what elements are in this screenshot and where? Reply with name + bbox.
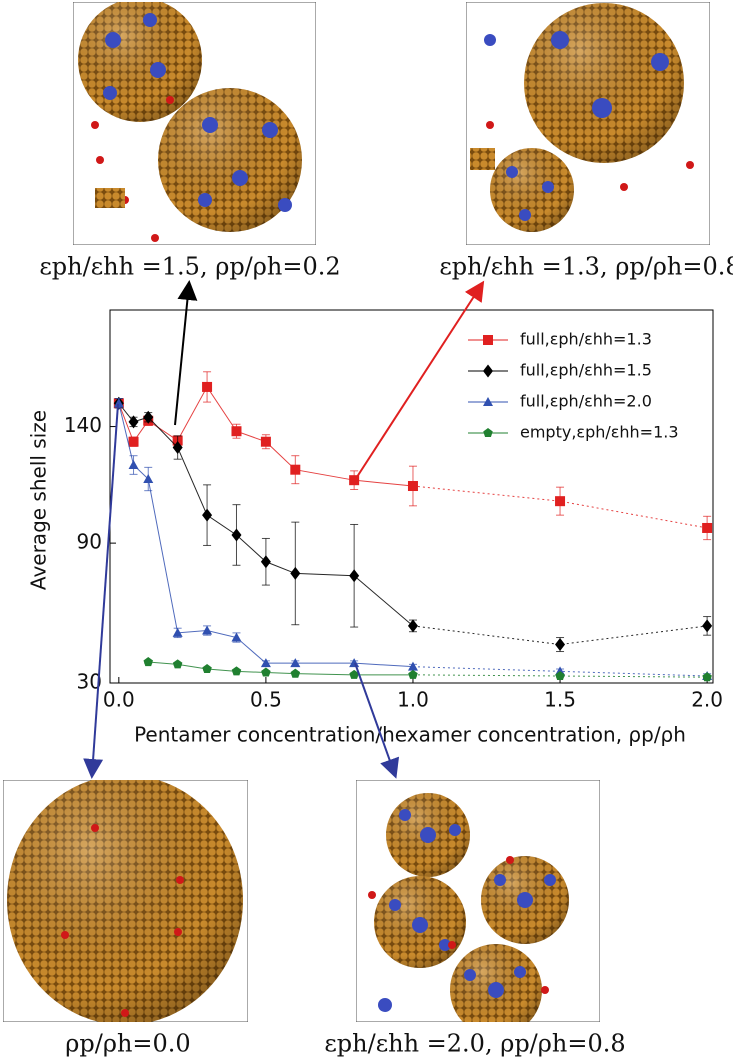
plot-frame [109, 309, 714, 684]
legend-marker [483, 428, 493, 438]
data-point [290, 658, 301, 668]
data-point [202, 508, 213, 522]
data-point [202, 664, 212, 674]
x-tick-label: 1.0 [397, 688, 429, 712]
panel-caption: εph/εhh =2.0, ρp/ρh=0.8 [324, 1030, 625, 1058]
panel-caption: εph/εhh =1.5, ρp/ρh=0.2 [39, 253, 340, 281]
data-point [702, 672, 712, 682]
snapshot [466, 2, 710, 245]
y-tick-label: 140 [64, 413, 102, 437]
data-point [407, 619, 418, 633]
data-point [113, 398, 124, 408]
x-tick-label: 1.5 [544, 688, 576, 712]
data-point [349, 569, 360, 583]
data-point [143, 410, 154, 424]
data-point [261, 667, 271, 677]
data-point [128, 436, 139, 447]
legend-label: full,εph/εhh=1.3 [520, 330, 652, 349]
arrow [354, 662, 400, 779]
panel-caption: ρp/ρh=0.0 [65, 1030, 190, 1058]
series-line [118, 402, 414, 627]
x-tick-label: 0.0 [103, 688, 135, 712]
data-point [231, 666, 242, 676]
legend-label: full,εph/εhh=1.5 [520, 361, 652, 380]
data-point [231, 632, 242, 642]
legend-label: full,εph/εhh=2.0 [520, 392, 652, 411]
data-point [555, 671, 565, 681]
data-point [143, 657, 153, 667]
data-point [349, 669, 359, 679]
data-point [172, 659, 183, 669]
data-point [290, 464, 301, 475]
data-point [408, 669, 418, 679]
data-point [172, 627, 183, 637]
data-point [702, 522, 713, 533]
data-point [555, 638, 566, 652]
legend-marker [483, 397, 493, 406]
data-point [407, 661, 418, 671]
arrow [83, 403, 119, 779]
snapshot [3, 780, 248, 1022]
data-point [260, 658, 271, 668]
data-point [231, 528, 242, 542]
y-tick-label: 90 [77, 530, 102, 554]
series-line [412, 666, 708, 677]
snapshot [73, 2, 316, 245]
arrow [174, 280, 198, 426]
data-point [407, 481, 418, 492]
data-point [128, 460, 139, 470]
legend-label: empty,εph/εhh=1.3 [520, 423, 679, 442]
series-line [148, 661, 413, 676]
data-point [202, 381, 213, 392]
data-point [172, 441, 183, 455]
data-point [702, 619, 713, 633]
x-axis-label: Pentamer concentration/hexamer concentra… [134, 723, 686, 747]
data-point [290, 668, 301, 678]
data-point [143, 474, 154, 484]
data-point [290, 566, 301, 580]
series-line [118, 385, 414, 487]
data-point [260, 436, 271, 447]
arrow [354, 280, 485, 481]
x-tick-label: 0.5 [250, 688, 282, 712]
data-point [231, 426, 242, 437]
legend-marker [483, 335, 493, 345]
series-line [118, 403, 414, 668]
legend-marker [483, 364, 493, 378]
x-tick-label: 2.0 [691, 688, 723, 712]
data-point [260, 555, 271, 569]
data-point [349, 475, 360, 486]
snapshot [356, 780, 600, 1022]
y-axis-label: Average shell size [27, 410, 51, 590]
panel-caption: εph/εhh =1.3, ρp/ρh=0.8 [439, 253, 733, 281]
data-point [128, 415, 139, 429]
data-point [202, 625, 213, 635]
series-line [412, 674, 708, 678]
data-point [555, 496, 566, 507]
